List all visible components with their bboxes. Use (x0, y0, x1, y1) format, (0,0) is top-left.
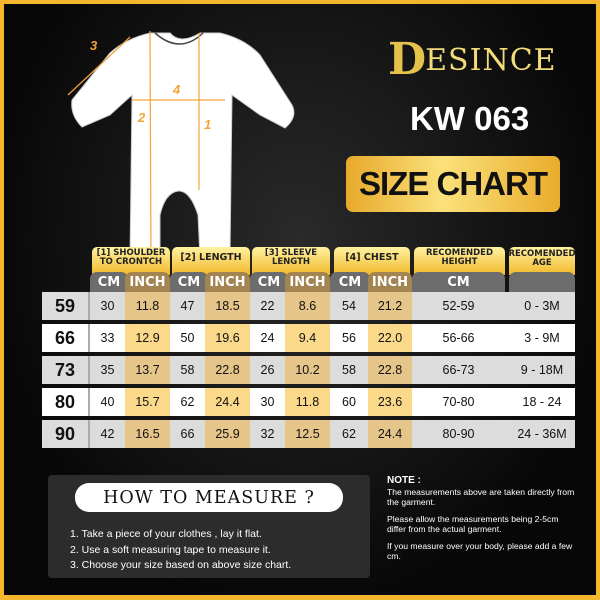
step: 1. Take a piece of your clothes , lay it… (70, 528, 262, 540)
note-section: NOTE : The measurements above are taken … (387, 475, 577, 568)
cell-shoulder-in: 12.9 (125, 324, 170, 352)
cell-chest-in: 21.2 (368, 292, 412, 320)
cell-shoulder-cm: 30 (100, 299, 115, 313)
table-row: 73 35 13.7 58 22.8 26 10.2 58 22.8 66-73 9 - 18M (42, 356, 575, 384)
cell-length-in: 24.4 (205, 388, 250, 416)
cell-age: 0 - 3M (524, 299, 560, 313)
cell-length-cm: 50 (180, 331, 195, 345)
note-title: NOTE : (387, 475, 421, 486)
table-row: 66 33 12.9 50 19.6 24 9.4 56 22.0 56-66 3 - 9M (42, 324, 575, 352)
cell-sleeve-cm: 22 (260, 299, 275, 313)
cell-sleeve-in: 11.8 (285, 388, 330, 416)
cell-sleeve-in: 10.2 (285, 356, 330, 384)
cell-shoulder-cm: 33 (100, 331, 115, 345)
cell-size: 80 (42, 388, 90, 416)
table-row: 90 42 16.5 66 25.9 32 12.5 62 24.4 80-90 24 - 36M (42, 420, 575, 448)
cell-sleeve-in: 8.6 (285, 292, 330, 320)
cell-height: 56-66 (442, 331, 475, 345)
cell-chest-in: 22.0 (368, 324, 412, 352)
cell-height: 80-90 (442, 427, 475, 441)
cell-size: 59 (42, 292, 90, 320)
cell-chest-cm: 60 (342, 395, 356, 409)
cell-age: 18 - 24 (522, 395, 562, 409)
cell-age: 24 - 36M (517, 427, 567, 441)
model-number: KW 063 (410, 100, 530, 137)
cell-shoulder-in: 16.5 (125, 420, 170, 448)
header-length: [2] LENGTH (172, 247, 250, 275)
step: 3. Choose your size based on above size … (70, 559, 292, 571)
cell-chest-cm: 56 (342, 331, 356, 345)
unit-cm: CM (170, 272, 208, 292)
unit-cm: CM (412, 272, 505, 292)
table-row: 59 30 11.8 47 18.5 22 8.6 54 21.2 52-59 0 - 3M (42, 292, 575, 320)
header-height: RECOMENDED HEIGHT (414, 247, 505, 275)
cell-chest-cm: 62 (342, 427, 356, 441)
label-2: 2 (137, 110, 146, 125)
cell-shoulder-cm: 35 (100, 363, 115, 377)
cell-length-cm: 58 (180, 363, 195, 377)
logo-text: ESINCE (425, 42, 557, 78)
note-paragraph: The measurements above are taken directl… (387, 486, 575, 508)
step: 2. Use a soft measuring tape to measure … (70, 543, 271, 556)
cell-shoulder-cm: 40 (100, 395, 115, 409)
cell-sleeve-cm: 26 (260, 363, 275, 377)
size-chart-badge: SIZE CHART (346, 156, 560, 212)
unit-inch: INCH (285, 272, 330, 292)
unit-cm: CM (250, 272, 288, 292)
cell-chest-cm: 54 (342, 299, 356, 313)
header-chest: [4] CHEST (334, 247, 410, 275)
romper-silhouette (71, 32, 295, 262)
cell-height: 70-80 (442, 395, 475, 409)
cell-chest-in: 24.4 (368, 420, 412, 448)
cell-length-cm: 66 (180, 427, 195, 441)
cell-length-in: 19.6 (205, 324, 250, 352)
how-to-steps: 1. Take a piece of your clothes , lay it… (70, 527, 291, 574)
label-3: 3 (90, 38, 98, 53)
measure-lines (67, 30, 225, 262)
unit-blank (509, 272, 575, 292)
cell-sleeve-cm: 30 (260, 395, 275, 409)
cell-length-in: 22.8 (205, 356, 250, 384)
cell-height: 66-73 (442, 363, 475, 377)
note-paragraph: If you measure over your body, please ad… (387, 540, 573, 562)
cell-size: 90 (42, 420, 90, 448)
cell-age: 9 - 18M (520, 363, 564, 377)
cell-age: 3 - 9M (524, 331, 560, 345)
label-4: 4 (172, 82, 181, 97)
cell-length-cm: 47 (180, 299, 195, 313)
cell-height: 52-59 (442, 299, 475, 313)
header-sleeve: [3] SLEEVE LENGTH (252, 247, 330, 275)
how-to-measure-title: HOW TO MEASURE ? (75, 483, 343, 512)
cell-chest-cm: 58 (342, 363, 356, 377)
unit-inch: INCH (125, 272, 170, 292)
logo-mark-icon: D (388, 34, 428, 85)
header-age: RECOMENDED AGE (508, 247, 576, 275)
cell-chest-in: 22.8 (368, 356, 412, 384)
unit-inch: INCH (368, 272, 412, 292)
cell-shoulder-in: 15.7 (125, 388, 170, 416)
cell-size: 66 (42, 324, 90, 352)
romper-diagram: 2 1 3 4 (67, 30, 295, 262)
cell-length-cm: 62 (180, 395, 195, 409)
cell-shoulder-cm: 42 (100, 427, 115, 441)
cell-length-in: 25.9 (205, 420, 250, 448)
brand-logo: D ESINCE (388, 38, 557, 82)
table-row: 80 40 15.7 62 24.4 30 11.8 60 23.6 70-80 18 - 24 (42, 388, 575, 416)
unit-cm: CM (90, 272, 128, 292)
note-paragraph: Please allow the measurements being 2-5c… (387, 513, 559, 535)
label-1: 1 (204, 117, 211, 132)
cell-shoulder-in: 13.7 (125, 356, 170, 384)
unit-cm: CM (330, 272, 370, 292)
header-shoulder: [1] SHOULDER TO CRONTCH (92, 247, 170, 275)
cell-sleeve-in: 12.5 (285, 420, 330, 448)
cell-shoulder-in: 11.8 (125, 292, 170, 320)
cell-sleeve-cm: 24 (260, 331, 275, 345)
cell-sleeve-cm: 32 (260, 427, 275, 441)
unit-inch: INCH (205, 272, 250, 292)
cell-size: 73 (42, 356, 90, 384)
cell-sleeve-in: 9.4 (285, 324, 330, 352)
cell-length-in: 18.5 (205, 292, 250, 320)
cell-chest-in: 23.6 (368, 388, 412, 416)
